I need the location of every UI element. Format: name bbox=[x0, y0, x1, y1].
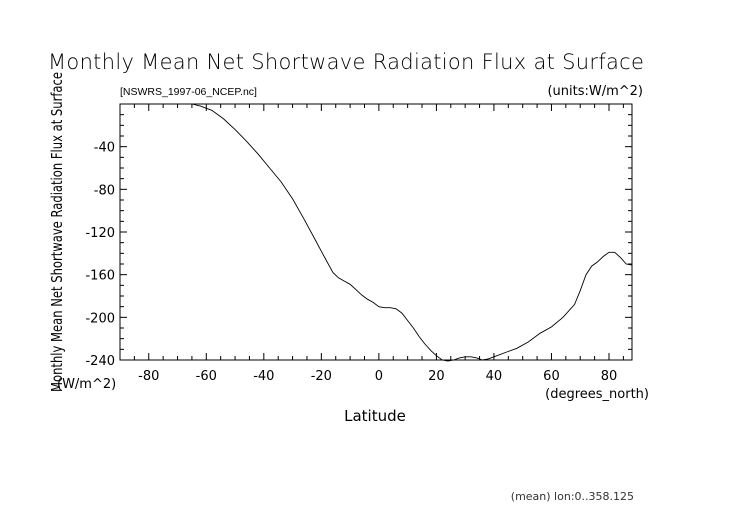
x-ticks: -80 -60 -40 -20 0 20 40 60 80 bbox=[119, 104, 624, 384]
units-label: (units:W/m^2) bbox=[547, 84, 643, 99]
chart-subtitle: [NSWRS_1997-06_NCEP.nc] bbox=[120, 86, 257, 98]
x-axis-units: (degrees_north) bbox=[545, 387, 649, 402]
x-tick-label: -40 bbox=[253, 369, 274, 384]
x-tick-label: 0 bbox=[375, 369, 383, 384]
x-axis-label: Latitude bbox=[344, 407, 406, 425]
y-axis-units: (W/m^2) bbox=[57, 377, 116, 392]
footer-note: (mean) lon:0..358.125 bbox=[511, 490, 634, 503]
x-tick-label: 20 bbox=[428, 369, 445, 384]
y-tick-label: -80 bbox=[94, 183, 115, 198]
y-tick-label: -160 bbox=[85, 269, 115, 284]
y-tick-label: -40 bbox=[94, 141, 115, 156]
x-tick-label: 40 bbox=[486, 369, 503, 384]
y-tick-label: -120 bbox=[85, 226, 115, 241]
series-line-0 bbox=[191, 103, 633, 362]
x-tick-label: -60 bbox=[196, 369, 217, 384]
x-tick-label: -80 bbox=[138, 369, 159, 384]
chart-title: Monthly Mean Net Shortwave Radiation Flu… bbox=[48, 50, 644, 74]
y-ticks: -40 -80 -120 -160 -200 -240 bbox=[85, 103, 632, 369]
x-tick-label: 80 bbox=[601, 369, 618, 384]
x-tick-label: -20 bbox=[311, 369, 332, 384]
plot-frame bbox=[119, 103, 633, 361]
y-tick-label: -200 bbox=[85, 311, 115, 326]
y-tick-label: -240 bbox=[85, 354, 115, 369]
x-tick-label: 60 bbox=[543, 369, 560, 384]
y-axis-label: Monthly Mean Net Shortwave Radiation Flu… bbox=[48, 72, 66, 392]
plot-area-border bbox=[119, 103, 633, 361]
series-lines bbox=[191, 103, 633, 362]
